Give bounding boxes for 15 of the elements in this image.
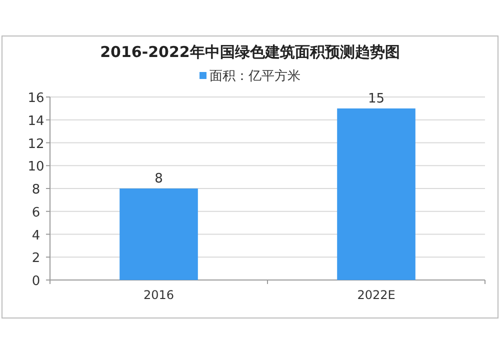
y-tick-label: 10: [28, 160, 44, 175]
data-label: 15: [368, 91, 385, 106]
y-tick-label: 12: [28, 136, 44, 152]
y-tick-label: 4: [32, 228, 40, 244]
y-tick-label: 16: [28, 91, 44, 106]
legend-label: 面积：亿平方米: [210, 68, 300, 84]
y-tick-label: 14: [28, 114, 44, 129]
y-tick-label: 0: [32, 274, 40, 289]
x-tick-label: 2016: [143, 288, 174, 302]
data-label: 8: [154, 172, 163, 186]
y-tick-label: 8: [32, 182, 40, 198]
y-tick-label: 2: [32, 251, 40, 266]
y-tick-label: 6: [32, 205, 40, 220]
chart-title: 2016-2022年中国绿色建筑面积预测趋势图: [100, 43, 400, 61]
x-tick-label: 2022E: [357, 288, 396, 302]
